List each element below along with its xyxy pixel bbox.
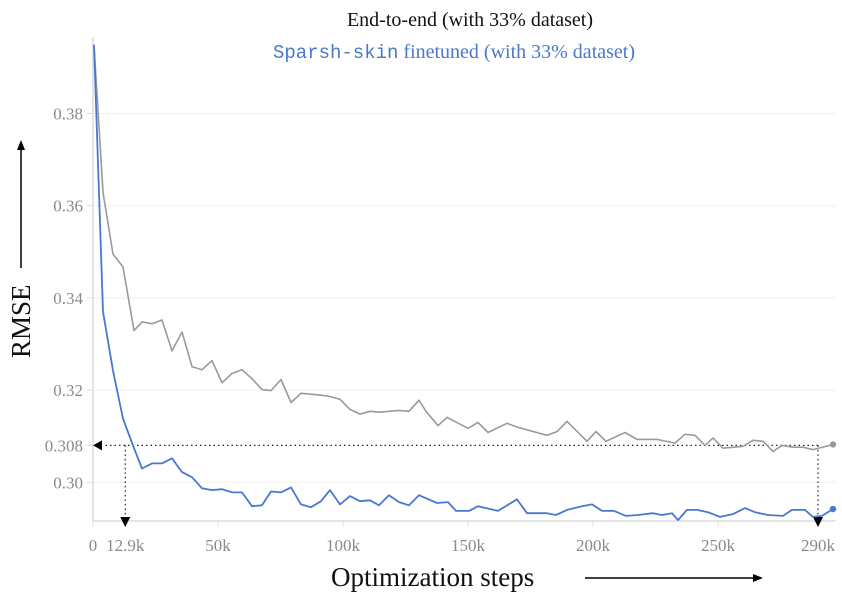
y-tick-label: 0.30 — [53, 473, 83, 492]
tick-labels: 0.30 0.308 0.32 0.34 0.36 0.38 0 12.9k 50k 100k 15… — [45, 105, 836, 555]
y-tick-label: 0.38 — [53, 105, 83, 124]
arrow-down-icon — [120, 517, 131, 527]
y-axis-label: RMSE — [6, 284, 36, 358]
gridlines — [87, 113, 836, 527]
x-axis-arrow-icon — [585, 574, 763, 582]
x-tick-label: 0 — [89, 536, 98, 555]
y-tick-label: 0.308 — [45, 436, 83, 455]
x-tick-label: 290k — [801, 536, 836, 555]
x-tick-label: 250k — [701, 536, 736, 555]
x-axis-label: Optimization steps — [331, 562, 534, 592]
x-tick-label: 100k — [326, 536, 361, 555]
chart-title: End-to-end (with 33% dataset) — [347, 9, 593, 31]
y-tick-label: 0.36 — [53, 197, 83, 216]
y-axis-arrow-icon — [17, 140, 25, 268]
chart-subtitle: Sparsh-skin finetuned (with 33% dataset) — [273, 41, 635, 64]
series-end-marker — [829, 441, 837, 448]
arrow-down-icon — [813, 517, 823, 527]
arrow-left-icon — [93, 440, 102, 451]
series-lines — [93, 44, 837, 521]
axes — [92, 37, 836, 522]
y-tick-label: 0.32 — [53, 381, 83, 400]
series-end-marker — [829, 505, 837, 513]
subtitle-mono-part: Sparsh-skin — [273, 42, 398, 64]
x-tick-label: 12.9k — [106, 536, 145, 555]
series-line-end-to-end — [93, 44, 834, 453]
x-tick-label: 150k — [451, 536, 486, 555]
series-line-sparsh-skin — [93, 44, 834, 521]
y-tick-label: 0.34 — [53, 289, 83, 308]
subtitle-rest: finetuned (with 33% dataset) — [398, 41, 635, 63]
annotations — [93, 440, 823, 527]
x-tick-label: 50k — [205, 536, 231, 555]
x-tick-label: 200k — [576, 536, 611, 555]
